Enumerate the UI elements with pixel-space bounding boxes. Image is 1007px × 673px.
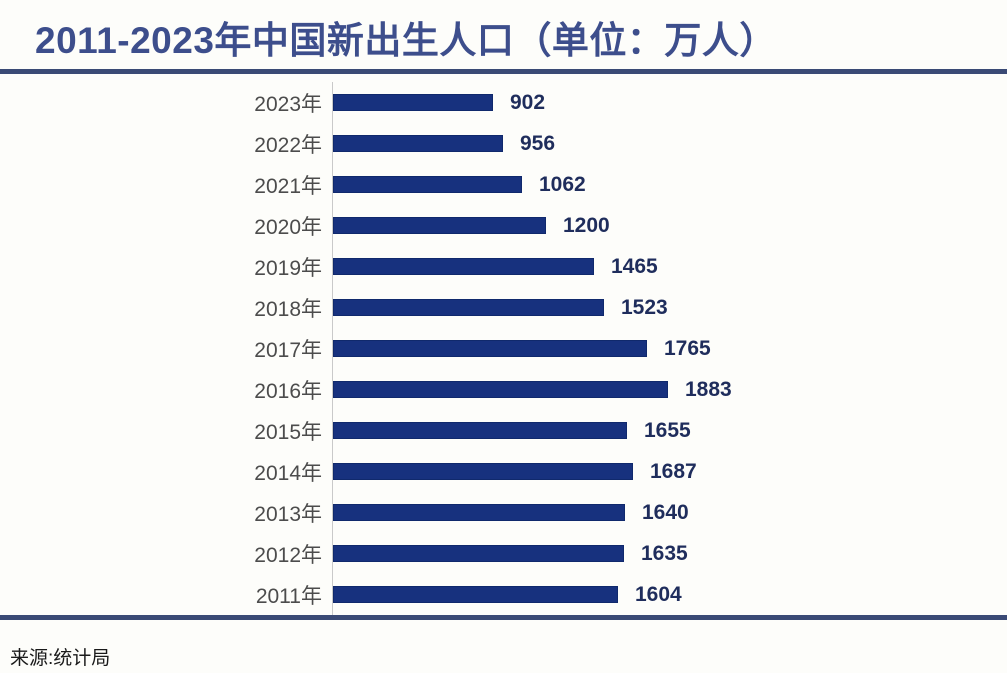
- chart-row: 2015年 1655: [0, 410, 1007, 451]
- year-label: 2011年: [255, 584, 322, 608]
- value-label: 1640: [642, 500, 689, 524]
- year-label: 2019年: [254, 256, 322, 280]
- value-label: 1604: [635, 582, 682, 606]
- year-label: 2012年: [254, 543, 322, 567]
- value-label: 1765: [664, 336, 711, 360]
- year-label: 2013年: [254, 502, 322, 526]
- chart-row: 2012年 1635: [0, 533, 1007, 574]
- year-label: 2018年: [254, 297, 322, 321]
- year-label: 2014年: [254, 461, 322, 485]
- top-divider: [0, 69, 1007, 74]
- bar-track: 1635: [332, 533, 1007, 574]
- bar-chart: 2023年 902 2022年 956 2021年 1062 2020年 1200 2019年 1…: [0, 74, 1007, 615]
- bar-track: 1523: [332, 287, 1007, 328]
- year-label: 2023年: [254, 92, 322, 116]
- bar: [333, 299, 604, 316]
- chart-title: 2011-2023年中国新出生人口（单位：万人）: [35, 20, 777, 61]
- bar-track: 1465: [332, 246, 1007, 287]
- bar: [333, 381, 668, 398]
- value-label: 1635: [641, 541, 688, 565]
- bar-track: 1640: [332, 492, 1007, 533]
- value-label: 1687: [650, 459, 697, 483]
- source-note: 来源:统计局: [10, 648, 111, 669]
- bar-track: 1655: [332, 410, 1007, 451]
- bar: [333, 340, 647, 357]
- bar: [333, 94, 493, 111]
- bar: [333, 586, 618, 603]
- value-label: 902: [510, 90, 546, 114]
- year-label: 2015年: [254, 420, 322, 444]
- year-label: 2021年: [254, 174, 322, 198]
- chart-row: 2023年 902: [0, 82, 1007, 123]
- bar: [333, 135, 503, 152]
- bar-track: 1687: [332, 451, 1007, 492]
- year-label: 2020年: [254, 215, 322, 239]
- chart-row: 2016年 1883: [0, 369, 1007, 410]
- chart-row: 2021年 1062: [0, 164, 1007, 205]
- chart-row: 2014年 1687: [0, 451, 1007, 492]
- value-label: 1883: [685, 377, 732, 401]
- bar: [333, 463, 633, 480]
- bar: [333, 504, 625, 521]
- bar-track: 902: [332, 82, 1007, 123]
- bar-track: 1883: [332, 369, 1007, 410]
- chart-row: 2011年 1604: [0, 574, 1007, 615]
- year-label: 2016年: [254, 379, 322, 403]
- bar: [333, 258, 594, 275]
- bottom-divider: [0, 615, 1007, 620]
- value-label: 1200: [563, 213, 610, 237]
- bar: [333, 217, 546, 234]
- chart-row: 2017年 1765: [0, 328, 1007, 369]
- bar-track: 1200: [332, 205, 1007, 246]
- year-label: 2017年: [254, 338, 322, 362]
- footer: 来源:统计局: [0, 623, 1007, 670]
- chart-row: 2018年 1523: [0, 287, 1007, 328]
- chart-row: 2019年 1465: [0, 246, 1007, 287]
- value-label: 1655: [644, 418, 691, 442]
- year-label: 2022年: [254, 133, 322, 157]
- bar-track: 1604: [332, 574, 1007, 615]
- value-label: 1523: [621, 295, 668, 319]
- bar-track: 1062: [332, 164, 1007, 205]
- value-label: 1465: [611, 254, 658, 278]
- chart-row: 2013年 1640: [0, 492, 1007, 533]
- value-label: 956: [520, 131, 556, 155]
- chart-row: 2022年 956: [0, 123, 1007, 164]
- bar: [333, 422, 627, 439]
- bar-track: 1765: [332, 328, 1007, 369]
- bar-track: 956: [332, 123, 1007, 164]
- chart-row: 2020年 1200: [0, 205, 1007, 246]
- bar: [333, 545, 624, 562]
- bar: [333, 176, 522, 193]
- value-label: 1062: [539, 172, 586, 196]
